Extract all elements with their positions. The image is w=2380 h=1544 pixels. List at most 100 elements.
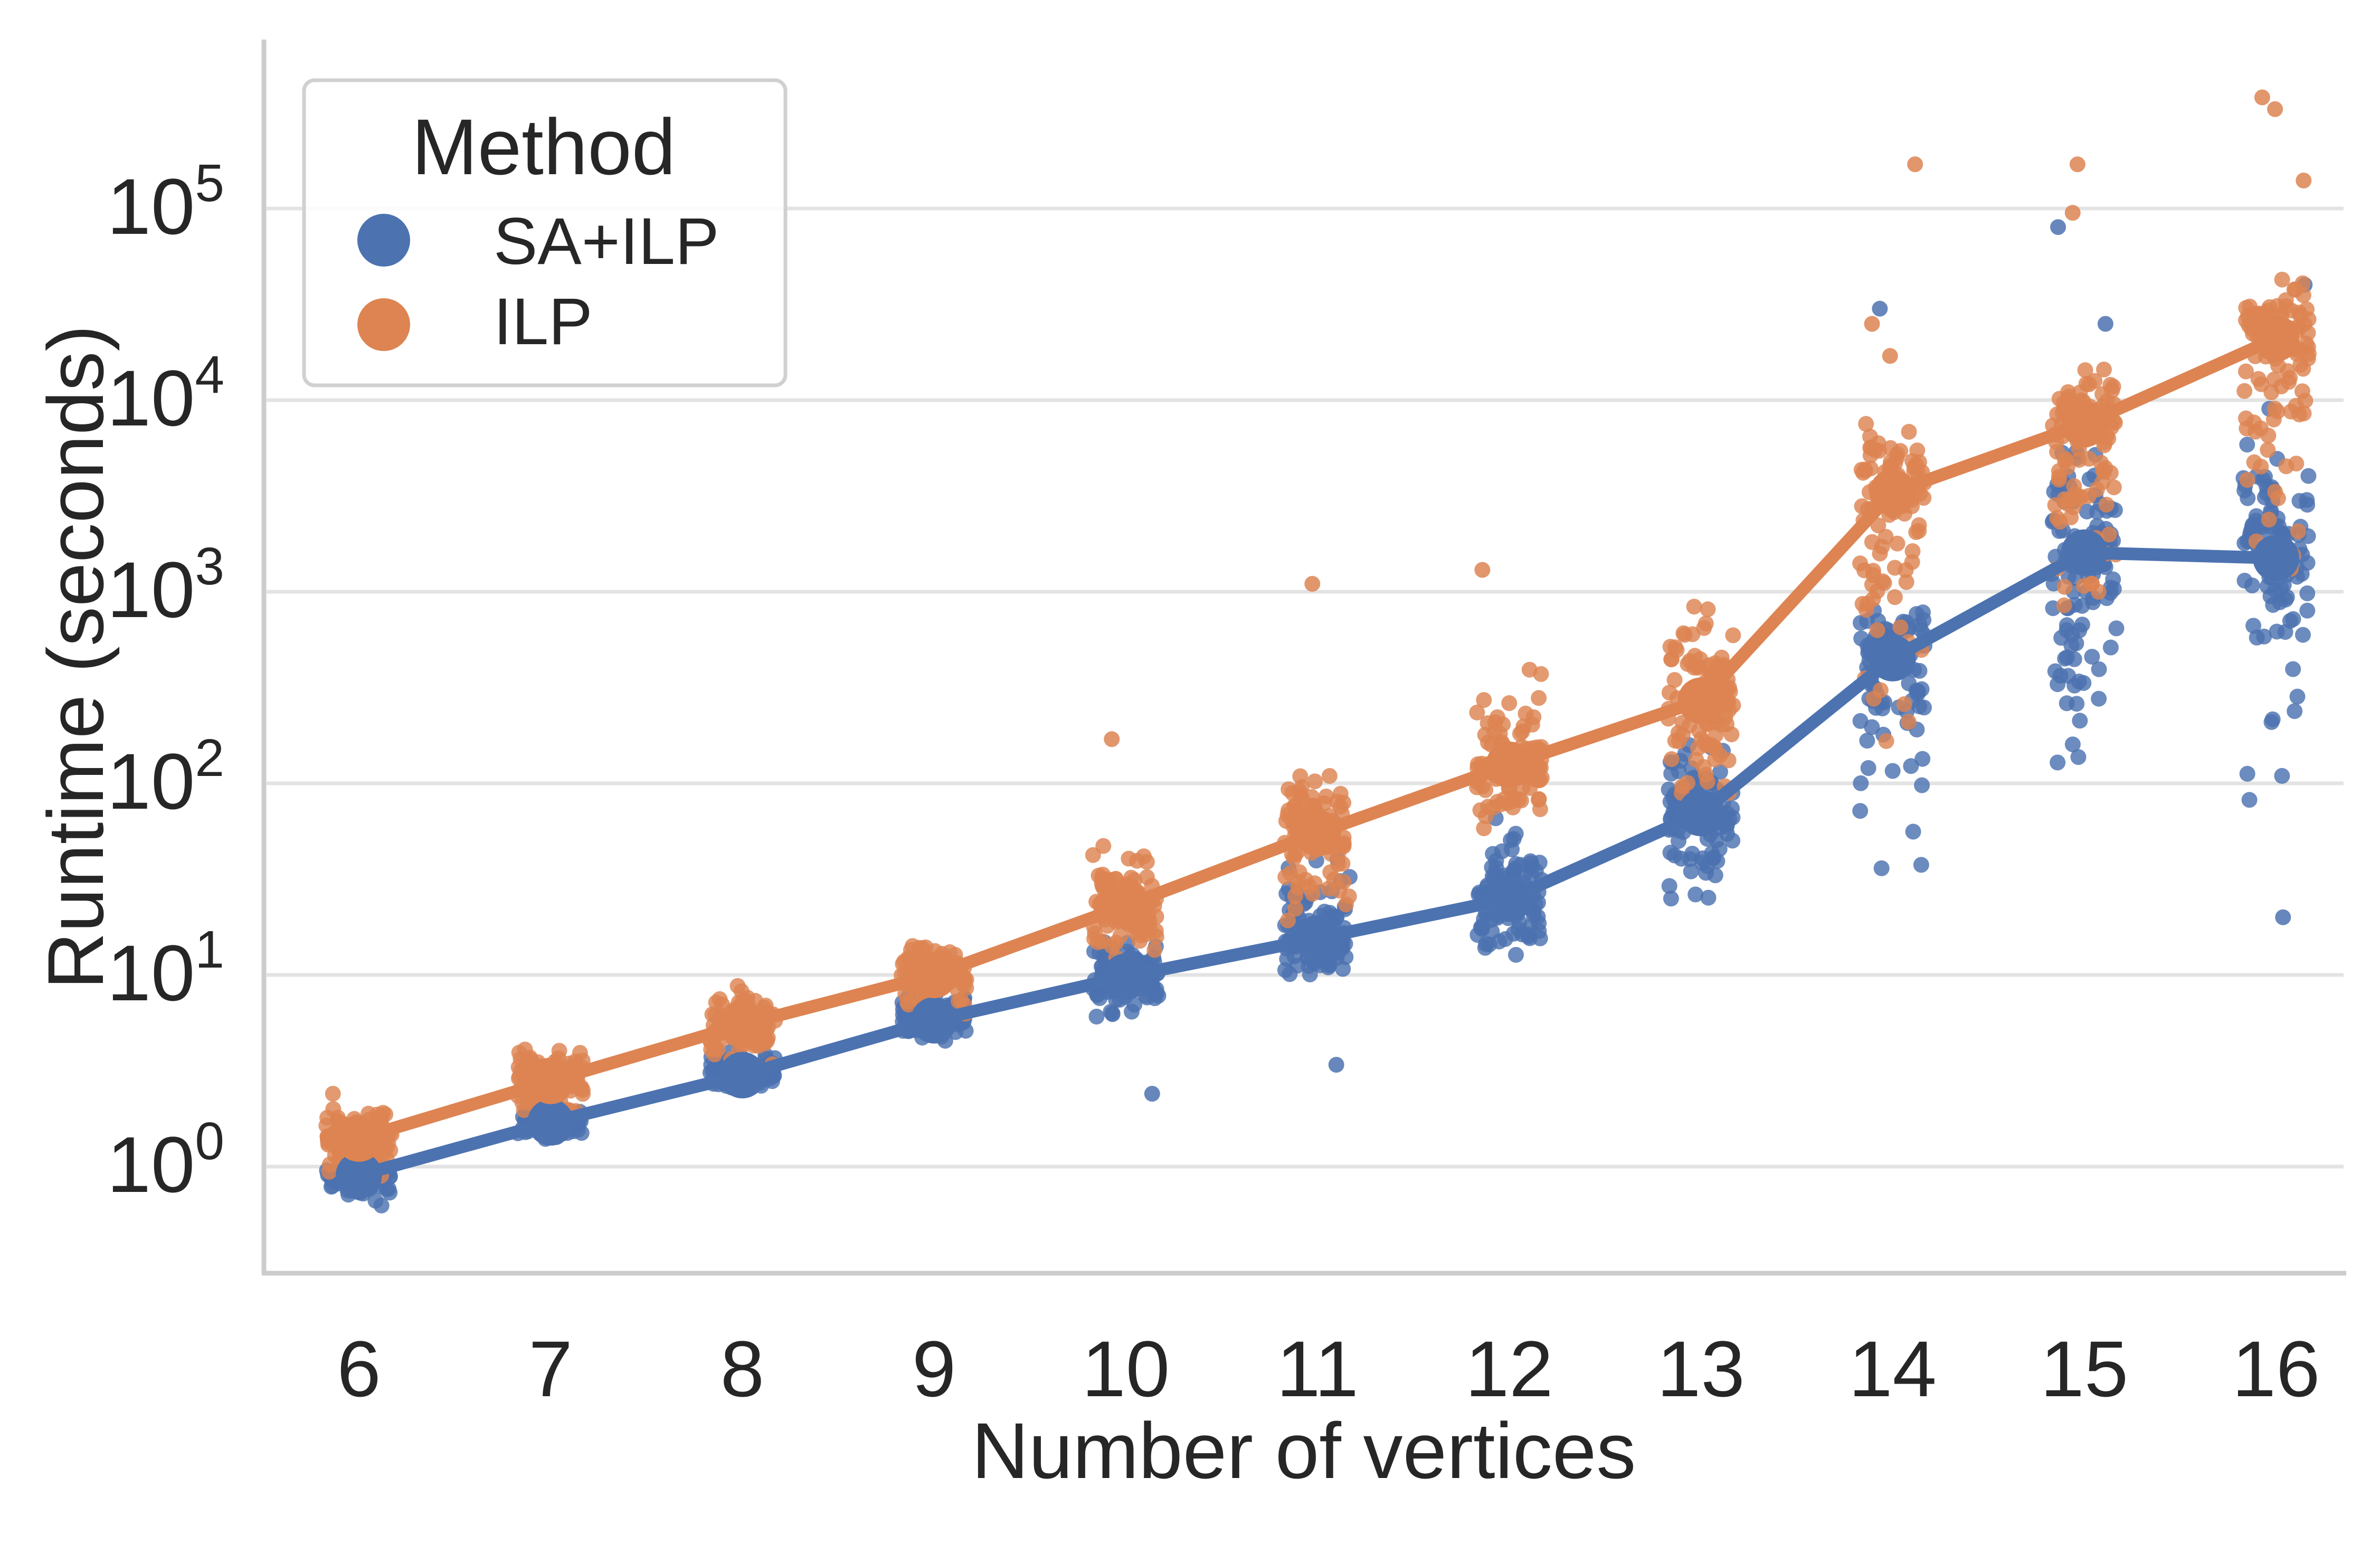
y-tick-label: 103	[107, 537, 224, 634]
scatter-point	[1913, 857, 1929, 873]
scatter-point	[2274, 271, 2290, 288]
scatter-point	[2106, 581, 2122, 597]
scatter-point	[2275, 909, 2291, 925]
mean-marker	[911, 997, 957, 1044]
mean-marker	[1486, 875, 1533, 922]
scatter-point	[706, 1046, 723, 1063]
scatter-point	[1914, 751, 1931, 767]
scatter-point	[1476, 692, 1492, 708]
scatter-point	[1322, 864, 1339, 880]
scatter-point	[2270, 490, 2286, 506]
scatter-point	[1909, 442, 1926, 459]
scatter-point	[1304, 576, 1321, 592]
y-tick-labels: 100 101 102 103 104 105	[107, 154, 224, 1209]
scatter-point	[1289, 958, 1306, 974]
mean-marker	[2253, 315, 2299, 362]
scatter-point	[1146, 942, 1163, 958]
scatter-point	[2285, 661, 2301, 677]
scatter-point	[2071, 622, 2088, 639]
scatter-point	[2081, 376, 2097, 392]
scatter-point	[1524, 716, 1540, 733]
scatter-point	[2047, 497, 2063, 513]
scatter-point	[1911, 662, 1928, 679]
scatter-point	[2295, 361, 2311, 377]
scatter-point	[2291, 406, 2308, 423]
scatter-point	[325, 1086, 341, 1102]
legend-marker-sa-ilp	[357, 214, 410, 267]
scatter-point	[1700, 601, 1716, 618]
x-tick-label: 6	[337, 1324, 381, 1413]
scatter-point	[1910, 683, 1926, 699]
scatter-point	[1505, 790, 1522, 806]
scatter-point	[2059, 622, 2075, 638]
legend-marker-ilp	[357, 298, 410, 351]
scatter-point	[1292, 768, 1308, 784]
scatter-point	[1334, 856, 1351, 872]
scatter-point	[1307, 773, 1323, 790]
scatter-point	[1108, 934, 1124, 951]
scatter-point	[2274, 768, 2290, 784]
scatter-point	[1896, 696, 1912, 712]
scatter-point	[1695, 759, 1712, 775]
y-tick-label: 104	[107, 345, 224, 442]
scatter-point	[2064, 205, 2081, 221]
scatter-point	[1908, 524, 1924, 541]
scatter-point	[2066, 478, 2082, 494]
scatter-point	[2294, 275, 2311, 291]
scatter-point	[319, 1110, 336, 1126]
scatter-point	[2102, 465, 2119, 481]
scatter-point	[1907, 156, 1923, 173]
x-tick-label: 11	[1276, 1324, 1359, 1413]
scatter-point	[1725, 627, 1741, 643]
scatter-point	[1280, 912, 1296, 929]
scatter-point	[2261, 511, 2277, 528]
scatter-point	[1104, 1006, 1121, 1022]
scatter-point	[1291, 874, 1307, 890]
mean-marker	[336, 1152, 382, 1199]
scatter-point	[1129, 852, 1145, 869]
scatter-point	[900, 997, 917, 1013]
mean-marker	[2061, 401, 2108, 448]
scatter-point	[2051, 471, 2067, 488]
scatter-point	[2289, 688, 2306, 705]
x-tick-label: 8	[720, 1324, 764, 1413]
x-tick-label: 16	[2232, 1324, 2320, 1413]
axes	[261, 40, 2346, 1276]
scatter-point	[1522, 930, 1538, 946]
scatter-point	[1705, 850, 1722, 866]
scatter-point	[2079, 504, 2095, 519]
scatter-point	[1287, 901, 1304, 917]
y-axis-label: Runtime (seconds)	[31, 325, 120, 990]
scatter-point	[1914, 777, 1930, 793]
scatter-point	[2282, 613, 2298, 629]
scatter-point	[2245, 618, 2262, 634]
scatter-point	[2296, 173, 2312, 188]
mean-marker	[1294, 810, 1341, 857]
x-tick-label: 7	[528, 1324, 572, 1413]
scatter-point	[2236, 573, 2253, 589]
scatter-point	[1328, 1057, 1344, 1073]
scatter-point	[2260, 428, 2277, 444]
scatter-point	[1508, 856, 1524, 872]
scatter-point	[1304, 886, 1321, 902]
legend-frame	[302, 78, 788, 387]
scatter-point	[1683, 863, 1699, 879]
scatter-point	[1719, 681, 1736, 698]
scatter-point	[1508, 946, 1524, 963]
scatter-point	[2297, 393, 2313, 409]
mean-marker	[527, 1099, 574, 1146]
scatter-point	[2075, 675, 2092, 691]
scatter-point	[1872, 300, 1888, 317]
scatter-point	[1281, 802, 1296, 819]
scatter-point	[2298, 335, 2315, 352]
mean-marker	[1869, 634, 1916, 681]
x-tick-labels: 6 7 8 9 10 11 12 13 14 15 16	[337, 1324, 2320, 1413]
scatter-point	[2278, 591, 2294, 608]
scatter-point	[511, 1045, 527, 1061]
scatter-point	[953, 992, 970, 1009]
scatter-point	[1521, 661, 1538, 678]
scatter-point	[1495, 716, 1511, 733]
scatter-point	[1476, 911, 1492, 927]
scatter-point	[2063, 637, 2080, 653]
scatter-point	[1702, 664, 1718, 680]
